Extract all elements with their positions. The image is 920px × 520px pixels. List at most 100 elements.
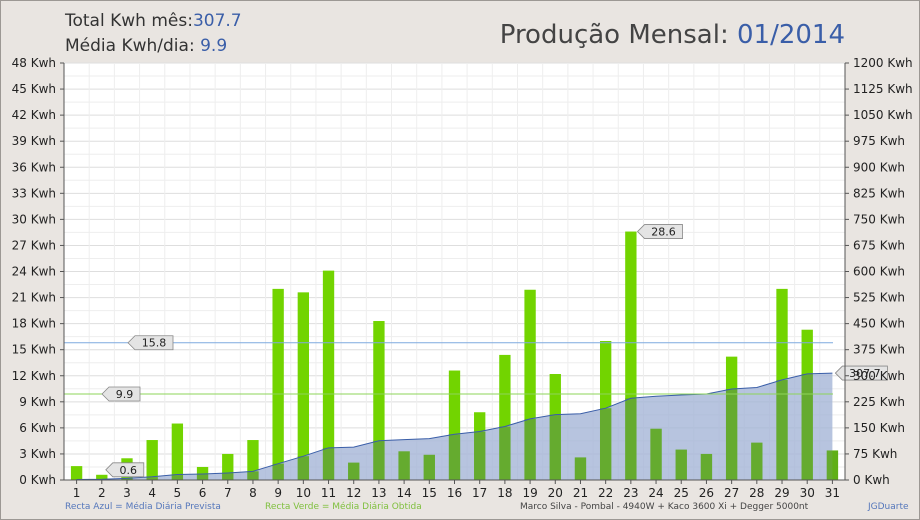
right-tick-label: 975 Kwh (853, 134, 905, 148)
right-tick-label: 225 Kwh (853, 395, 905, 409)
x-tick-label: 28 (749, 486, 764, 500)
callout-annotation-0-text: 28.6 (651, 226, 676, 239)
x-tick-label: 19 (522, 486, 537, 500)
left-tick-label: 6 Kwh (19, 421, 56, 435)
daily-average: Média Kwh/dia: 9.9 (65, 36, 227, 56)
bar-overlap-day-21 (574, 457, 587, 480)
left-tick-labels: 0 Kwh 3 Kwh 6 Kwh 9 Kwh 12 Kwh 15 Kwh 18 Kwh 21… (12, 56, 64, 487)
x-tick-label: 12 (346, 486, 361, 500)
right-tick-label: 750 Kwh (853, 212, 905, 226)
bar-overlap-day-15 (423, 454, 435, 480)
bar-day-13 (373, 321, 385, 480)
x-tick-label: 14 (396, 486, 411, 500)
chart-title: Produção Mensal: 01/2014 (500, 20, 845, 50)
callout-expected-avg: 15.8 (127, 335, 174, 351)
bar-overlap-day-8 (247, 471, 259, 480)
bar-day-19 (524, 289, 536, 480)
bar-overlap-day-20 (549, 414, 561, 480)
bar-day-4 (146, 440, 158, 480)
right-tick-label: 300 Kwh (853, 369, 905, 383)
bar-day-1 (70, 466, 83, 480)
bar-overlap-day-13 (373, 440, 385, 480)
x-tick-label: 11 (321, 486, 336, 500)
callout-expected-avg-box (127, 335, 174, 351)
x-tick-label: 5 (174, 486, 182, 500)
left-tick-label: 48 Kwh (12, 56, 56, 70)
x-tick-label: 4 (148, 486, 156, 500)
callout-annotation-2-box (834, 365, 888, 381)
bar-overlap-day-29 (776, 379, 788, 480)
x-tick-label: 16 (447, 486, 462, 500)
x-tick-label: 3 (123, 486, 131, 500)
bar-day-18 (499, 354, 511, 480)
right-tick-label: 525 Kwh (853, 291, 905, 305)
bar-overlap-day-17 (474, 431, 486, 480)
x-tick-label: 26 (699, 486, 714, 500)
x-tick-label: 8 (249, 486, 257, 500)
x-tick-label: 1 (73, 486, 81, 500)
right-tick-label: 150 Kwh (853, 421, 905, 435)
bar-overlap-day-28 (751, 442, 763, 480)
daily-average-value: 9.9 (200, 36, 228, 56)
left-tick-label: 27 Kwh (12, 238, 56, 252)
left-tick-label: 42 Kwh (12, 108, 56, 122)
x-tick-labels: 1 2 3 4 5 6 7 8 9 10 11 12 13 14 15 16 17 18 19 20 21 22 23 24 2… (73, 480, 840, 500)
monthly-total-label: Total Kwh mês: (65, 11, 193, 31)
monthly-total: Total Kwh mês:307.7 (65, 11, 242, 31)
bar-day-16 (448, 370, 461, 480)
bar-overlap-day-3 (121, 478, 133, 480)
x-tick-label: 30 (800, 486, 815, 500)
legend-obtained: Recta Verde = Média Diária Obtida (265, 502, 422, 512)
callout-annotation-2: 307.7 (834, 365, 888, 381)
x-tick-label: 18 (497, 486, 512, 500)
cumulative-area (76, 373, 833, 480)
bar-overlap-day-19 (524, 418, 536, 480)
bar-day-7 (222, 453, 234, 480)
x-tick-label: 15 (422, 486, 437, 500)
bar-overlap-day-18 (499, 426, 511, 480)
bar-overlap-day-5 (171, 474, 184, 480)
left-tick-label: 45 Kwh (12, 82, 56, 96)
right-tick-label: 900 Kwh (853, 160, 905, 174)
bar-overlap-day-6 (196, 473, 209, 480)
bar-overlap-day-10 (297, 456, 310, 480)
bar-overlap-day-11 (322, 447, 335, 480)
right-tick-label: 1050 Kwh (853, 108, 913, 122)
left-tick-label: 18 Kwh (12, 317, 56, 331)
callout-annotation-1-box (105, 462, 145, 478)
legend-expected: Recta Azul = Média Diária Prevista (65, 502, 221, 512)
left-tick-label: 33 Kwh (12, 186, 56, 200)
right-tick-label: 825 Kwh (853, 186, 905, 200)
left-tick-label: 3 Kwh (19, 447, 56, 461)
author-credit: JGDuarte (868, 502, 909, 512)
monthly-total-value: 307.7 (192, 11, 242, 31)
bar-day-8 (247, 440, 259, 480)
x-tick-label: 31 (825, 486, 840, 500)
callout-annotation-2-text: 307.7 (849, 367, 881, 380)
bar-overlap-day-25 (675, 449, 687, 480)
right-tick-label: 1200 Kwh (853, 56, 913, 70)
left-tick-label: 21 Kwh (12, 291, 56, 305)
left-tick-label: 24 Kwh (12, 265, 56, 279)
x-tick-label: 17 (472, 486, 487, 500)
x-tick-label: 10 (296, 486, 311, 500)
bar-overlap-day-9 (272, 463, 284, 480)
x-tick-label: 25 (674, 486, 689, 500)
left-tick-label: 30 Kwh (12, 212, 56, 226)
left-tick-label: 12 Kwh (12, 369, 56, 383)
bar-overlap-day-12 (348, 462, 360, 480)
bar-overlap-day-16 (448, 434, 461, 480)
callout-obtained-avg-text: 9.9 (116, 388, 134, 401)
x-tick-label: 24 (648, 486, 663, 500)
callout-annotation-0-box (636, 224, 683, 239)
daily-average-label: Média Kwh/dia: (65, 36, 195, 56)
left-tick-label: 0 Kwh (19, 473, 56, 487)
bar-overlap-day-26 (700, 453, 713, 480)
right-tick-label: 1125 Kwh (853, 82, 913, 96)
x-tick-label: 29 (774, 486, 789, 500)
left-tick-label: 15 Kwh (12, 343, 56, 357)
bar-overlap-day-27 (725, 389, 738, 480)
bar-day-9 (272, 288, 284, 480)
system-info: Marco Silva - Pombal - 4940W + Kaco 3600… (520, 502, 809, 512)
